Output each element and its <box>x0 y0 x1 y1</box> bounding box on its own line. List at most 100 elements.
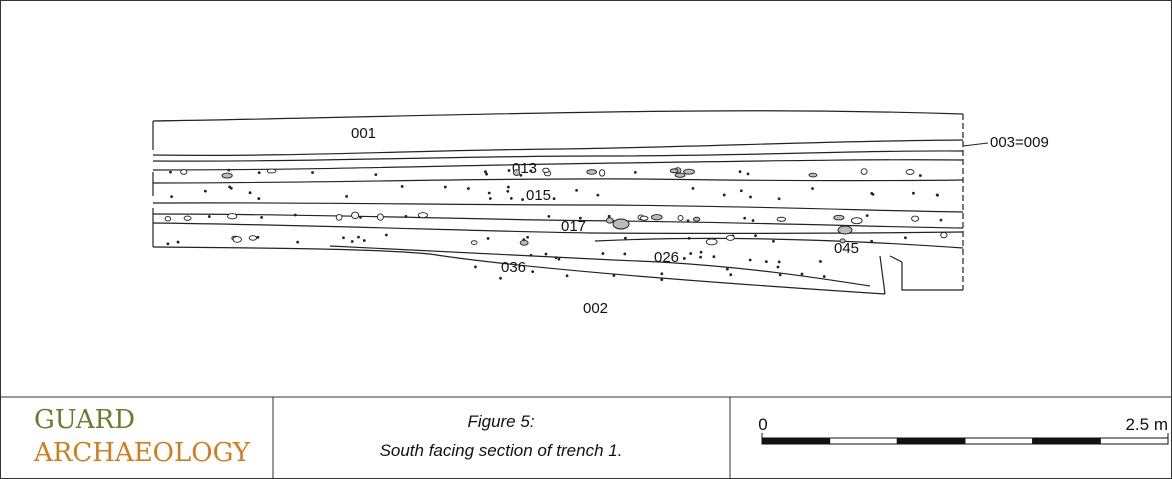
dot <box>687 236 691 240</box>
dot <box>776 265 780 269</box>
cut-edge <box>879 255 963 295</box>
scale-segment <box>1032 437 1101 445</box>
caption-line1: Figure 5: <box>467 412 534 431</box>
dot <box>486 237 490 240</box>
leader-line <box>962 142 989 147</box>
stone <box>605 217 614 224</box>
dot <box>362 239 366 242</box>
layer-line <box>152 150 964 162</box>
logo-line2: ARCHAEOLOGY <box>33 438 251 468</box>
stone <box>512 169 521 177</box>
stone <box>905 169 915 175</box>
dot <box>738 170 742 174</box>
stone <box>232 236 242 243</box>
layer-label: 002 <box>583 300 608 317</box>
scale-segment <box>1099 437 1169 445</box>
dot <box>400 185 404 188</box>
stone <box>677 214 684 221</box>
dot <box>777 197 781 201</box>
dot <box>822 275 826 278</box>
dot <box>748 258 752 262</box>
stone <box>705 238 718 246</box>
dot <box>531 270 535 274</box>
dot <box>248 191 252 195</box>
dot <box>729 273 733 277</box>
dot <box>754 234 757 238</box>
dot <box>529 253 533 257</box>
stone <box>183 215 192 221</box>
dot <box>607 214 611 218</box>
dot <box>596 193 600 197</box>
dot <box>552 197 556 201</box>
dot <box>484 170 487 174</box>
layer-label: 017 <box>561 218 586 235</box>
layer-line <box>152 159 964 171</box>
layer-label: 015 <box>526 187 551 204</box>
dot <box>699 250 703 254</box>
stone <box>911 215 920 222</box>
layer-line <box>152 110 964 122</box>
stone <box>227 213 238 220</box>
dot <box>487 191 491 195</box>
stone <box>808 172 818 178</box>
dot <box>227 168 231 172</box>
stone <box>417 212 429 219</box>
stone <box>335 213 343 221</box>
stone <box>542 167 550 174</box>
dot <box>624 236 627 240</box>
dot <box>529 169 533 173</box>
dot <box>374 173 378 176</box>
dot <box>575 189 579 192</box>
dot <box>207 215 211 218</box>
dot <box>359 216 362 219</box>
scale-start-label: 0 <box>758 415 767 434</box>
dot <box>565 274 569 278</box>
dot <box>519 173 523 177</box>
stone <box>839 238 846 244</box>
dot <box>547 214 551 218</box>
stone <box>940 232 948 239</box>
stone <box>599 169 606 177</box>
dot <box>778 273 782 277</box>
caption-line2: South facing section of trench 1. <box>380 441 623 460</box>
layer-line <box>152 178 964 184</box>
dot <box>904 236 907 240</box>
dot <box>689 252 693 255</box>
dot <box>865 214 869 218</box>
stone <box>692 216 701 222</box>
stone <box>683 168 695 175</box>
dot <box>777 260 781 264</box>
dot <box>260 215 264 219</box>
dot <box>871 192 875 196</box>
dot <box>800 272 804 276</box>
stone <box>221 172 233 179</box>
dot <box>509 196 513 200</box>
dot <box>623 252 627 256</box>
dot <box>544 252 548 256</box>
dot <box>912 191 915 195</box>
cut-edge <box>889 255 903 263</box>
dot <box>939 218 943 222</box>
stone <box>376 213 384 221</box>
dot <box>506 189 510 193</box>
stone <box>164 216 172 222</box>
scale-bar <box>761 433 1169 445</box>
stone <box>776 216 787 222</box>
dot <box>743 216 747 220</box>
dot <box>633 171 637 174</box>
layer-line <box>152 222 964 235</box>
layer-line <box>152 139 964 156</box>
dot <box>712 255 716 259</box>
dot <box>686 219 690 223</box>
dot <box>404 215 408 218</box>
scale-end-label: 2.5 m <box>1125 415 1168 434</box>
layer-line <box>152 246 886 295</box>
section-drawing <box>152 110 989 295</box>
stone <box>674 172 686 178</box>
dot <box>485 172 488 176</box>
dot <box>443 185 447 189</box>
stone <box>650 214 663 221</box>
dot <box>229 186 233 190</box>
